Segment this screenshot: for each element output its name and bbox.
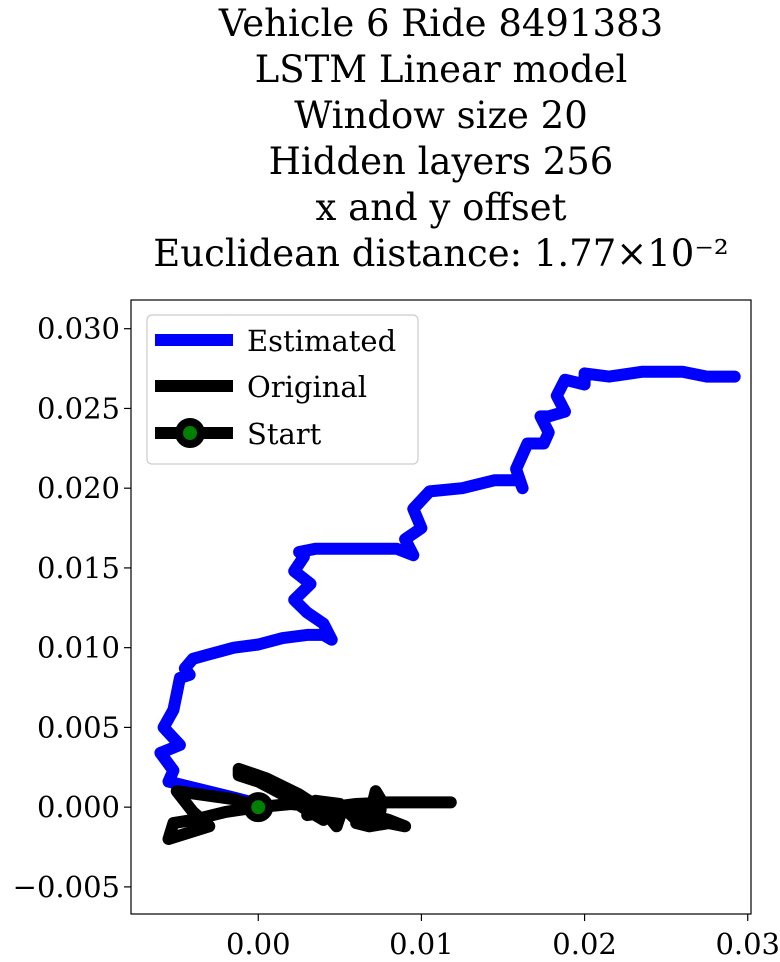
y-tick-label: 0.010 xyxy=(37,631,120,665)
title-line-1: Vehicle 6 Ride 8491383 xyxy=(218,2,663,45)
x-tick-label: 0.03 xyxy=(715,927,780,961)
title-line-5: x and y offset xyxy=(316,186,567,229)
x-tick-label: 0.01 xyxy=(389,927,454,961)
y-tick-label: 0.030 xyxy=(37,312,120,346)
legend-label-start: Start xyxy=(247,417,322,451)
y-tick-label: 0.025 xyxy=(37,391,120,425)
legend: Estimated Original Start xyxy=(146,314,419,465)
y-tick-label: 0.005 xyxy=(37,710,120,744)
y-tick-label: 0.015 xyxy=(37,551,120,585)
y-tick-label: 0.020 xyxy=(37,471,120,505)
legend-label-original: Original xyxy=(247,370,367,404)
x-tick-label: 0.02 xyxy=(552,927,617,961)
series-line-estimated xyxy=(154,365,741,810)
plot-frame xyxy=(130,299,752,915)
y-tick-label: −0.005 xyxy=(13,870,120,904)
title-line-3: Window size 20 xyxy=(294,94,588,137)
legend-label-estimated: Estimated xyxy=(247,324,396,358)
start-marker xyxy=(243,792,274,823)
legend-swatch-start-marker xyxy=(175,418,205,448)
x-tick-label: 0.00 xyxy=(226,927,291,961)
title-line-2: LSTM Linear model xyxy=(255,48,628,91)
title-line-6: Euclidean distance: 1.77×10⁻² xyxy=(153,232,728,275)
title-line-4: Hidden layers 256 xyxy=(269,140,614,183)
series-group xyxy=(154,365,741,845)
y-tick-label: 0.000 xyxy=(37,790,120,824)
x-axis: 0.00 0.01 0.02 0.03 xyxy=(226,914,780,961)
series-line-original xyxy=(162,762,457,845)
y-axis: −0.005 0.000 0.005 0.010 0.015 0.020 0.025 0.03… xyxy=(13,312,131,904)
legend-box xyxy=(146,314,419,465)
